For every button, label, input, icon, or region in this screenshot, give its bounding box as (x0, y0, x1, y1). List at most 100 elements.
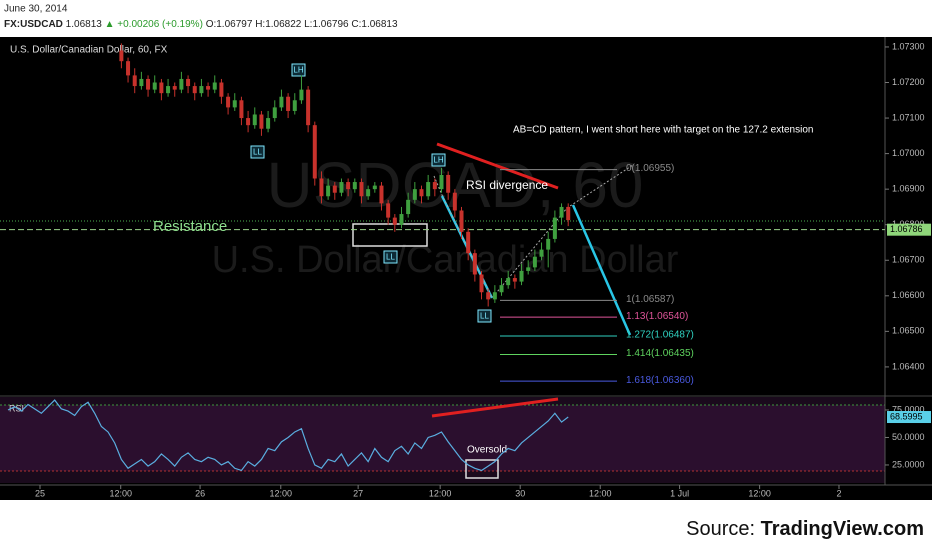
marker-box (250, 145, 265, 159)
rsi-last-box (887, 411, 931, 424)
candle-body (186, 78, 191, 87)
candle-body (519, 270, 524, 282)
candle-body (266, 118, 271, 129)
marker-box (477, 309, 492, 323)
y-tick-label: 1.06400 (892, 361, 925, 371)
y-tick-label: 1.07100 (892, 112, 925, 122)
marker-label: LL (386, 253, 395, 262)
candle-body (166, 86, 171, 94)
candle-body (466, 231, 471, 254)
oversold-note: Oversold (467, 445, 507, 456)
candle-body (172, 86, 177, 90)
y-tick-label: 1.07000 (892, 148, 925, 158)
candle-body (532, 256, 537, 268)
swing-markers: LH LL LH LL LL (250, 63, 492, 323)
open: O:1.06797 (206, 19, 253, 30)
y-tick-label: 1.06600 (892, 290, 925, 300)
resistance-box (352, 223, 428, 247)
rsi-tick-label: 50.0000 (892, 432, 925, 442)
marker-box (431, 153, 446, 167)
candle-body (239, 100, 244, 119)
candle-body (219, 82, 224, 97)
source-prefix: Source: (686, 518, 755, 540)
candle-body (286, 96, 291, 111)
x-tick-label: 12:00 (270, 488, 293, 498)
candle-body (566, 206, 571, 221)
pattern-note: AB=CD pattern, I went short here with ta… (513, 125, 813, 136)
marker-box (291, 63, 306, 77)
candle-body (326, 185, 331, 197)
x-tick-label: 12:00 (748, 488, 771, 498)
x-tick-label: 12:00 (429, 488, 452, 498)
abcd-guide (433, 164, 634, 299)
candle-body (372, 185, 377, 190)
candle-body (199, 86, 204, 94)
x-tick-label: 12:00 (109, 488, 132, 498)
candle-body (559, 206, 564, 218)
candle-body (499, 285, 504, 293)
candle-body (279, 96, 284, 108)
header-bar (0, 0, 932, 37)
change: ▲ +0.00206 (+0.19%) (105, 19, 203, 30)
candle-body (352, 182, 357, 190)
candle-body (226, 96, 231, 108)
marker-label: LH (293, 66, 303, 75)
source-credit: Source: TradingView.com (686, 518, 924, 540)
candle-body (419, 189, 424, 197)
candle-body (539, 249, 544, 257)
candle-body (366, 189, 371, 197)
resistance-label: Resistance (153, 218, 227, 235)
rsi-line (7, 399, 569, 472)
fib-label: 1.414(1.06435) (626, 348, 694, 359)
candle-body (139, 78, 144, 87)
candle-body (259, 114, 264, 129)
y-tick-label: 1.06700 (892, 255, 925, 265)
y-tick-label: 1.06900 (892, 184, 925, 194)
candle-body (359, 182, 364, 197)
rsi-divergence-line (431, 397, 559, 418)
candle-body (412, 189, 417, 200)
y-tick-label: 1.06500 (892, 326, 925, 336)
candle-body (272, 107, 277, 119)
candle-body (452, 192, 457, 211)
candle-body (212, 82, 217, 90)
candle-body (479, 274, 484, 293)
candle-body (399, 214, 404, 225)
candle-body (312, 125, 317, 179)
last-price-label: 1.06786 (890, 224, 923, 234)
rsi-last-label: 68.5995 (890, 411, 923, 421)
candle-body (126, 61, 131, 76)
last-price-box (887, 223, 931, 236)
cd-leg (571, 204, 632, 336)
candle-body (146, 78, 151, 90)
price-divergence-line (436, 142, 559, 190)
price: 1.06813 (66, 19, 103, 30)
x-tick-label: 30 (515, 488, 525, 498)
candle-body (386, 203, 391, 218)
candle-body (472, 253, 477, 275)
candle-body (392, 217, 397, 225)
candle-body (206, 86, 211, 90)
x-tick-label: 12:00 (589, 488, 612, 498)
candle-body (379, 185, 384, 204)
fib-label: 1(1.06587) (626, 294, 674, 305)
low: L:1.06796 (304, 19, 349, 30)
quote-line: FX:USDCAD 1.06813 ▲ +0.00206 (+0.19%) O:… (4, 19, 398, 30)
candle-body (339, 182, 344, 193)
candle-body (486, 292, 491, 300)
fib-label: 1.272(1.06487) (626, 330, 694, 341)
candle-body (179, 78, 184, 90)
candle-body (132, 75, 137, 87)
candle-body (426, 182, 431, 197)
high: H:1.06822 (255, 19, 302, 30)
marker-label: LL (480, 312, 489, 321)
candle-body (246, 118, 251, 126)
x-tick-label: 1 Jul (670, 488, 689, 498)
candle-body (526, 267, 531, 271)
divergence-note: RSI divergence (466, 178, 548, 192)
rsi-tick-label: 25.0000 (892, 459, 925, 469)
candle-body (512, 278, 517, 282)
candle-body (319, 178, 324, 197)
